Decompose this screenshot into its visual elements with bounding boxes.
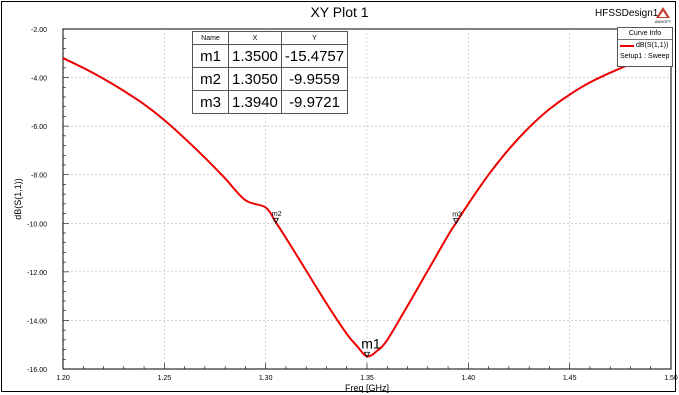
marker-table: Name X Y m1 1.3500 -15.4757 m2 1.3050 -9… xyxy=(192,31,349,114)
marker-label: m1 xyxy=(361,335,381,351)
header-y: Y xyxy=(280,31,349,45)
marker-label: m3 xyxy=(452,212,462,219)
legend-series-label: dB(S(1,1)) xyxy=(636,42,669,49)
y-tick-label: -10.00 xyxy=(27,221,47,228)
legend-setup-label: Setup1 : Sweep xyxy=(620,53,670,60)
legend-entry[interactable]: dB(S(1,1)) xyxy=(618,40,672,51)
marker-triangle xyxy=(453,218,460,225)
curve-info-legend[interactable]: Curve Info dB(S(1,1)) Setup1 : Sweep xyxy=(617,27,673,67)
marker-row[interactable]: m3 1.3940 -9.9721 xyxy=(192,90,349,114)
marker-x: 1.3050 xyxy=(228,67,282,91)
x-tick-label: 1.25 xyxy=(158,375,172,382)
marker-name: m3 xyxy=(192,90,229,114)
marker-x: 1.3500 xyxy=(228,44,282,68)
gridlines xyxy=(63,29,671,369)
y-tick-label: -2.00 xyxy=(31,27,47,34)
x-axis-label: Freq [GHz] xyxy=(345,383,389,393)
marker-name: m2 xyxy=(192,67,229,91)
y-tick-label: -4.00 xyxy=(31,76,47,83)
marker-y: -9.9559 xyxy=(280,67,349,91)
marker-y: -15.4757 xyxy=(280,44,349,68)
header-name: Name xyxy=(192,31,229,45)
tick-marks xyxy=(62,28,672,370)
x-tick-label: 1.45 xyxy=(563,375,577,382)
series-layer xyxy=(62,52,672,358)
ansoft-logo-icon: ANSOFT xyxy=(655,7,672,24)
y-tick-label: -12.00 xyxy=(27,270,47,277)
design-name: HFSSDesign1 xyxy=(595,8,659,19)
x-tick-labels: 1.20 1.25 1.30 1.35 1.40 1.45 1.50 xyxy=(56,375,678,382)
marker-name: m1 xyxy=(192,44,229,68)
x-tick-label: 1.50 xyxy=(664,375,678,382)
x-tick-label: 1.20 xyxy=(56,375,70,382)
marker-x: 1.3940 xyxy=(228,90,282,114)
y-tick-label: -14.00 xyxy=(27,318,47,325)
x-tick-label: 1.35 xyxy=(360,375,374,382)
marker-table-header: Name X Y xyxy=(192,31,349,45)
logo-text: ANSOFT xyxy=(655,19,672,24)
marker-row[interactable]: m1 1.3500 -15.4757 xyxy=(192,44,349,68)
y-tick-label: -16.00 xyxy=(27,367,47,374)
y-tick-label: -8.00 xyxy=(31,173,47,180)
y-tick-label: -6.00 xyxy=(31,124,47,131)
legend-swatch xyxy=(620,45,634,47)
plot-title: XY Plot 1 xyxy=(310,4,369,20)
header-x: X xyxy=(228,31,282,45)
marker-row[interactable]: m2 1.3050 -9.9559 xyxy=(192,67,349,91)
x-tick-label: 1.40 xyxy=(462,375,476,382)
y-axis-label: dB(S(1,1)) xyxy=(13,178,23,220)
y-tick-labels: -2.00 -4.00 -6.00 -8.00 -10.00 -12.00 -14.00 -1… xyxy=(27,27,47,374)
marker-triangle xyxy=(272,217,279,225)
marker-label: m2 xyxy=(272,211,282,218)
x-tick-label: 1.30 xyxy=(259,375,273,382)
marker-y: -9.9721 xyxy=(280,90,349,114)
marker-triangle xyxy=(363,351,371,359)
marker-layer: m1 m2 m3 xyxy=(272,211,462,359)
legend-header: Curve Info xyxy=(618,28,672,40)
series-line xyxy=(62,52,672,358)
